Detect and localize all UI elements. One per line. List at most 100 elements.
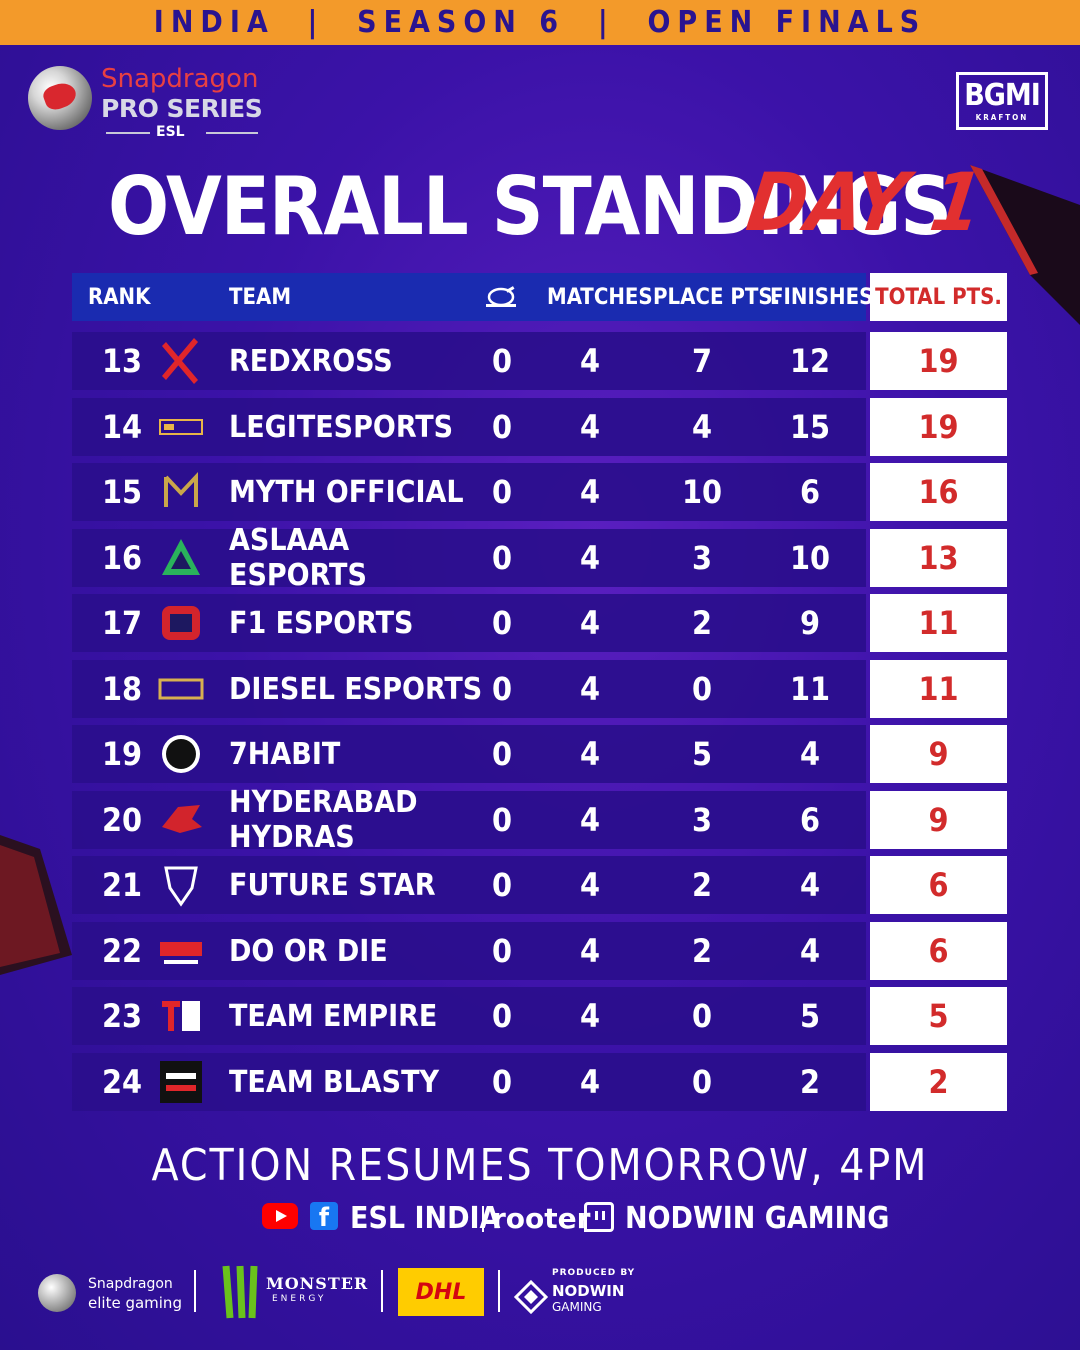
rank-cell: 15: [102, 473, 143, 511]
col-total-pts: TOTAL PTS.: [870, 273, 1007, 321]
sponsor-snapdragon-1: Snapdragon: [88, 1276, 173, 1292]
rank-cell: 18: [102, 670, 143, 708]
sponsor-strip: Snapdragon elite gaming MONSTER ENERGY D…: [0, 1262, 1080, 1322]
team-name-cell: MYTH OFFICIAL: [229, 474, 464, 510]
twitch-icon: [584, 1202, 614, 1232]
chicken-dinners-cell: 0: [491, 473, 513, 511]
table-row: 18 DIESEL ESPORTS 0 4 0 11: [72, 660, 866, 718]
team-logo-icon: [164, 471, 198, 507]
team-name-cell: TEAM BLASTY: [229, 1064, 440, 1100]
chicken-dinners-cell: 0: [491, 342, 513, 380]
snapdragon-pro-series-logo: Snapdragon PRO SERIES ESL: [28, 64, 268, 144]
place-pts-cell: 3: [691, 801, 713, 839]
chicken-dinners-cell: 0: [491, 1063, 513, 1101]
rank-cell: 16: [102, 539, 143, 577]
finishes-cell: 6: [799, 473, 821, 511]
nodwin-gaming-logo: PRODUCED BY NODWIN GAMING: [514, 1266, 644, 1318]
matches-cell: 4: [579, 604, 601, 642]
table-row: 17 F1 ESPORTS 0 4 2 9: [72, 594, 866, 652]
team-logo-icon: [164, 866, 198, 907]
chicken-dinners-cell: 0: [491, 670, 513, 708]
matches-cell: 4: [579, 539, 601, 577]
team-logo-icon: [162, 539, 200, 575]
rank-cell: 24: [102, 1063, 143, 1101]
chicken-dinners-cell: 0: [491, 997, 513, 1035]
chicken-dinners-cell: 0: [491, 408, 513, 446]
team-logo-icon: [162, 1001, 200, 1031]
team-logo-icon: [162, 805, 202, 833]
decorative-shard-left: [0, 835, 72, 975]
snapdragon-wordmark: Snapdragon: [101, 64, 259, 94]
team-name-cell: F1 ESPORTS: [229, 605, 414, 641]
rank-cell: 21: [102, 866, 143, 904]
rank-cell: 19: [102, 735, 143, 773]
total-pts-cell: 2: [870, 1053, 1007, 1111]
chicken-dinners-cell: 0: [491, 735, 513, 773]
monster-claw-icon: [222, 1265, 258, 1319]
total-pts-cell: 16: [870, 463, 1007, 521]
total-pts-cell: 5: [870, 987, 1007, 1045]
total-pts-cell: 11: [870, 594, 1007, 652]
divider: [206, 132, 258, 134]
facebook-icon: f: [310, 1202, 338, 1233]
col-place-pts: PLACE PTS.: [653, 284, 781, 310]
finishes-cell: 4: [799, 932, 821, 970]
sponsor-nodwin-1: NODWIN: [552, 1282, 625, 1300]
team-name-cell: HYDERABAD HYDRAS: [229, 785, 418, 855]
total-pts-cell: 19: [870, 398, 1007, 456]
place-pts-cell: 2: [691, 932, 713, 970]
table-row: 13 REDXROSS 0 4 7 12: [72, 332, 866, 390]
krafton-wordmark: KRAFTON: [975, 113, 1029, 122]
place-pts-cell: 0: [691, 997, 713, 1035]
team-name-cell: DIESEL ESPORTS: [229, 671, 483, 707]
finishes-cell: 15: [789, 408, 831, 446]
rank-cell: 17: [102, 604, 143, 642]
finishes-cell: 5: [799, 997, 821, 1035]
finishes-cell: 6: [799, 801, 821, 839]
team-logo-icon: [160, 942, 202, 964]
place-pts-cell: 10: [681, 473, 723, 511]
place-pts-cell: 0: [691, 1063, 713, 1101]
streaming-channels: f ESL INDIA rooter NODWIN GAMING: [0, 1198, 1080, 1242]
total-pts-cell: 6: [870, 856, 1007, 914]
team-name-cell: FUTURE STAR: [229, 867, 436, 903]
snapdragon-orb-icon: [28, 66, 92, 130]
team-logo-icon: [160, 1061, 202, 1103]
sponsor-snapdragon-2: elite gaming: [88, 1294, 182, 1312]
matches-cell: 4: [579, 1063, 601, 1101]
rank-cell: 22: [102, 932, 143, 970]
col-rank: RANK: [88, 284, 151, 310]
finishes-cell: 10: [789, 539, 831, 577]
sponsor-dhl: DHL: [415, 1279, 467, 1305]
place-pts-cell: 5: [691, 735, 713, 773]
matches-cell: 4: [579, 670, 601, 708]
divider: [381, 1270, 383, 1312]
team-name-cell: LEGITESPORTS: [229, 409, 454, 445]
team-logo-icon: [162, 735, 200, 773]
nodwin-icon: [514, 1280, 548, 1314]
team-logo-icon: [162, 338, 198, 384]
total-pts-cell: 9: [870, 725, 1007, 783]
team-name-cell: 7HABIT: [229, 736, 341, 772]
title-day: DAY 1: [741, 156, 989, 249]
rank-cell: 14: [102, 408, 143, 446]
matches-cell: 4: [579, 997, 601, 1035]
col-finishes: FINISHES: [770, 284, 874, 310]
team-name-cell: DO OR DIE: [229, 933, 388, 969]
table-row: 16 ASLAAA ESPORTS 0 4 3 10: [72, 523, 866, 593]
finishes-cell: 9: [799, 604, 821, 642]
page-title: OVERALL STANDINGS DAY 1: [108, 156, 988, 253]
place-pts-cell: 4: [691, 408, 713, 446]
place-pts-cell: 2: [691, 604, 713, 642]
team-logo-icon: [162, 606, 200, 640]
esl-wordmark: ESL: [156, 124, 185, 140]
announcement: ACTION RESUMES TOMORROW, 4PM: [151, 1140, 929, 1191]
matches-cell: 4: [579, 735, 601, 773]
total-pts-cell: 13: [870, 529, 1007, 587]
matches-cell: 4: [579, 866, 601, 904]
total-pts-cell: 6: [870, 922, 1007, 980]
rank-cell: 13: [102, 342, 143, 380]
dhl-logo: DHL: [398, 1268, 484, 1316]
sponsor-monster-1: MONSTER: [266, 1274, 369, 1293]
table-row: 20 HYDERABAD HYDRAS 0 4 3 6: [72, 785, 866, 855]
